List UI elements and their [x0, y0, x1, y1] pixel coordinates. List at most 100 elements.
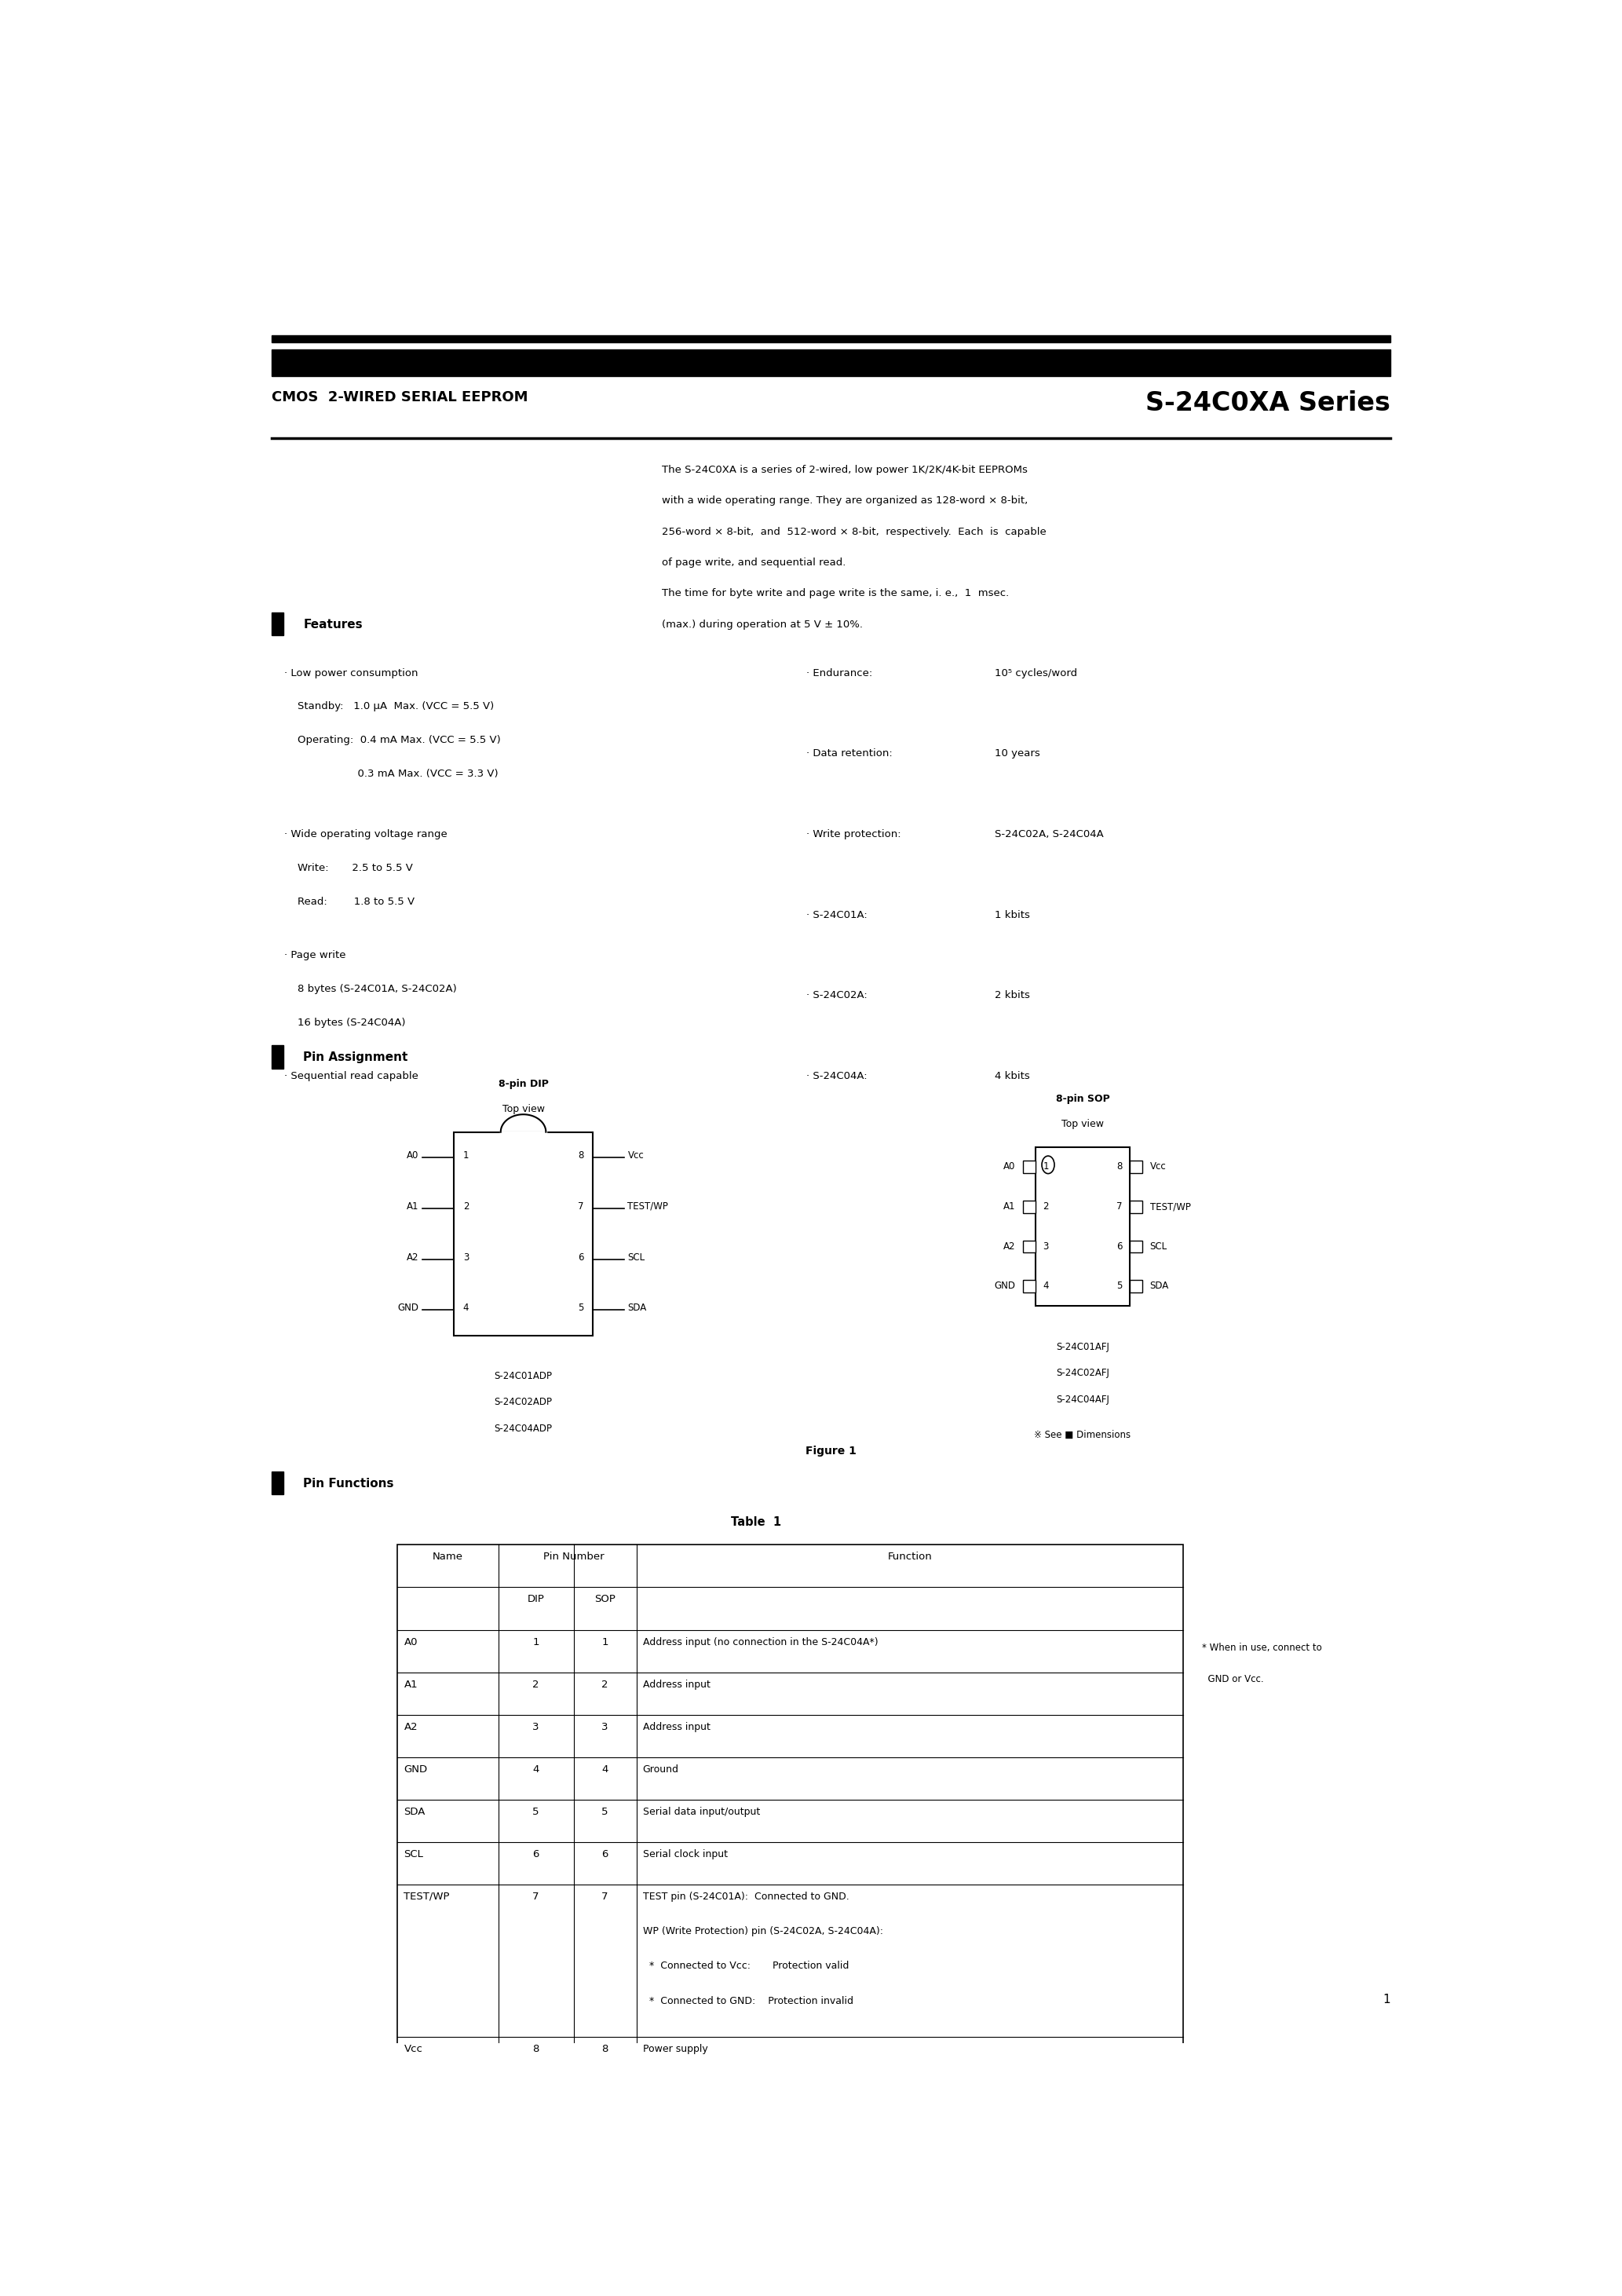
Text: 5: 5	[602, 1807, 608, 1816]
Text: 1: 1	[462, 1150, 469, 1159]
Text: The S-24C0XA is a series of 2-wired, low power 1K/2K/4K-bit EEPROMs: The S-24C0XA is a series of 2-wired, low…	[662, 464, 1027, 475]
Text: of page write, and sequential read.: of page write, and sequential read.	[662, 558, 845, 567]
Text: S-24C01ADP: S-24C01ADP	[495, 1371, 553, 1380]
Text: Pin Functions: Pin Functions	[303, 1479, 394, 1490]
Text: 1: 1	[602, 1637, 608, 1646]
Bar	[1023, 1240, 1035, 1254]
Text: 7: 7	[1116, 1201, 1122, 1212]
Text: A2: A2	[1004, 1242, 1015, 1251]
Text: DIP: DIP	[527, 1593, 545, 1605]
Text: S-24C04AFJ: S-24C04AFJ	[1056, 1394, 1109, 1405]
Text: 2: 2	[1043, 1201, 1049, 1212]
Text: Ground: Ground	[642, 1763, 680, 1775]
Text: Top view: Top view	[1061, 1118, 1105, 1130]
Text: A0: A0	[1004, 1162, 1015, 1171]
Text: S-24C02ADP: S-24C02ADP	[495, 1398, 553, 1407]
Text: 6: 6	[577, 1251, 584, 1263]
Text: 2: 2	[462, 1201, 469, 1212]
Text: TEST/WP: TEST/WP	[628, 1201, 668, 1212]
Text: Name: Name	[433, 1552, 464, 1561]
Text: A1: A1	[404, 1678, 418, 1690]
Bar	[1023, 1162, 1035, 1173]
Text: Write:       2.5 to 5.5 V: Write: 2.5 to 5.5 V	[284, 863, 414, 872]
Text: 4: 4	[1043, 1281, 1049, 1290]
Text: (max.) during operation at 5 V ± 10%.: (max.) during operation at 5 V ± 10%.	[662, 620, 863, 629]
Text: Function: Function	[887, 1552, 933, 1561]
Text: 2: 2	[532, 1678, 539, 1690]
Text: TEST pin (S-24C01A):  Connected to GND.: TEST pin (S-24C01A): Connected to GND.	[642, 1892, 848, 1901]
Bar	[1023, 1201, 1035, 1212]
Bar	[1131, 1240, 1142, 1254]
Text: · Low power consumption: · Low power consumption	[284, 668, 418, 677]
Text: *  Connected to GND:    Protection invalid: * Connected to GND: Protection invalid	[642, 1995, 853, 2007]
Text: GND: GND	[397, 1302, 418, 1313]
Text: 4 kbits: 4 kbits	[994, 1070, 1030, 1081]
Text: 0.3 mA Max. (VCC = 3.3 V): 0.3 mA Max. (VCC = 3.3 V)	[284, 769, 498, 778]
Text: S-24C04ADP: S-24C04ADP	[495, 1424, 553, 1435]
Text: 6: 6	[1116, 1242, 1122, 1251]
Text: 8: 8	[602, 2043, 608, 2055]
Text: 5: 5	[532, 1807, 539, 1816]
Text: Pin Number: Pin Number	[543, 1552, 603, 1561]
Bar	[397, 1545, 1184, 2080]
Bar	[454, 1132, 592, 1336]
Text: *  Connected to Vcc:       Protection valid: * Connected to Vcc: Protection valid	[642, 1961, 848, 1972]
Text: 1: 1	[1043, 1162, 1049, 1171]
Text: 1 kbits: 1 kbits	[994, 909, 1030, 921]
Text: Power supply: Power supply	[642, 2043, 707, 2055]
Text: SCL: SCL	[404, 1848, 423, 1860]
Text: A2: A2	[407, 1251, 418, 1263]
Text: 3: 3	[1043, 1242, 1049, 1251]
Text: TEST/WP: TEST/WP	[404, 1892, 449, 1901]
Bar	[1131, 1281, 1142, 1293]
Bar	[272, 1472, 284, 1495]
Text: WP (Write Protection) pin (S-24C02A, S-24C04A):: WP (Write Protection) pin (S-24C02A, S-2…	[642, 1926, 882, 1936]
Text: GND: GND	[404, 1763, 428, 1775]
Text: 256-word × 8-bit,  and  512-word × 8-bit,  respectively.  Each  is  capable: 256-word × 8-bit, and 512-word × 8-bit, …	[662, 526, 1046, 537]
Text: 8: 8	[1116, 1162, 1122, 1171]
Text: S-24C01AFJ: S-24C01AFJ	[1056, 1341, 1109, 1352]
Text: GND: GND	[994, 1281, 1015, 1290]
Text: S-24C02A, S-24C04A: S-24C02A, S-24C04A	[994, 829, 1103, 840]
Text: 8-pin DIP: 8-pin DIP	[498, 1079, 548, 1088]
Text: · S-24C02A:: · S-24C02A:	[806, 990, 868, 1001]
Text: 8: 8	[577, 1150, 584, 1159]
Text: S-24C02AFJ: S-24C02AFJ	[1056, 1368, 1109, 1378]
Text: A1: A1	[407, 1201, 418, 1212]
Bar	[272, 335, 1390, 342]
Text: 3: 3	[462, 1251, 469, 1263]
Text: S-24C0XA Series: S-24C0XA Series	[1145, 390, 1390, 416]
Text: · Sequential read capable: · Sequential read capable	[284, 1070, 418, 1081]
Text: 7: 7	[577, 1201, 584, 1212]
Text: Standby:   1.0 μA  Max. (VCC = 5.5 V): Standby: 1.0 μA Max. (VCC = 5.5 V)	[284, 703, 495, 712]
Text: A0: A0	[407, 1150, 418, 1159]
Text: A2: A2	[404, 1722, 418, 1731]
Text: 8-pin SOP: 8-pin SOP	[1056, 1095, 1109, 1104]
Text: 1: 1	[532, 1637, 539, 1646]
Text: with a wide operating range. They are organized as 128-word × 8-bit,: with a wide operating range. They are or…	[662, 496, 1028, 505]
Text: Address input (no connection in the S-24C04A*): Address input (no connection in the S-24…	[642, 1637, 878, 1646]
Text: 10⁵ cycles/word: 10⁵ cycles/word	[994, 668, 1077, 677]
Text: · S-24C04A:: · S-24C04A:	[806, 1070, 868, 1081]
Text: 7: 7	[532, 1892, 539, 1901]
Text: Operating:  0.4 mA Max. (VCC = 5.5 V): Operating: 0.4 mA Max. (VCC = 5.5 V)	[284, 735, 501, 746]
Bar	[272, 349, 1390, 377]
Text: 10 years: 10 years	[994, 748, 1040, 758]
Text: · S-24C01A:: · S-24C01A:	[806, 909, 868, 921]
Text: Vᴄᴄ: Vᴄᴄ	[628, 1150, 644, 1159]
Text: 16 bytes (S-24C04A): 16 bytes (S-24C04A)	[284, 1017, 406, 1029]
Text: · Write protection:: · Write protection:	[806, 829, 900, 840]
Bar	[1131, 1201, 1142, 1212]
Text: Top view: Top view	[503, 1104, 545, 1114]
Text: Serial clock input: Serial clock input	[642, 1848, 728, 1860]
Bar	[1035, 1148, 1131, 1306]
Text: SOP: SOP	[594, 1593, 616, 1605]
Text: 8 bytes (S-24C01A, S-24C02A): 8 bytes (S-24C01A, S-24C02A)	[284, 983, 457, 994]
Text: · Wide operating voltage range: · Wide operating voltage range	[284, 829, 448, 840]
Text: 6: 6	[532, 1848, 539, 1860]
Text: Address input: Address input	[642, 1678, 710, 1690]
Text: SDA: SDA	[1150, 1281, 1169, 1290]
Text: 8: 8	[532, 2043, 539, 2055]
Text: 4: 4	[462, 1302, 469, 1313]
Text: A1: A1	[1004, 1201, 1015, 1212]
